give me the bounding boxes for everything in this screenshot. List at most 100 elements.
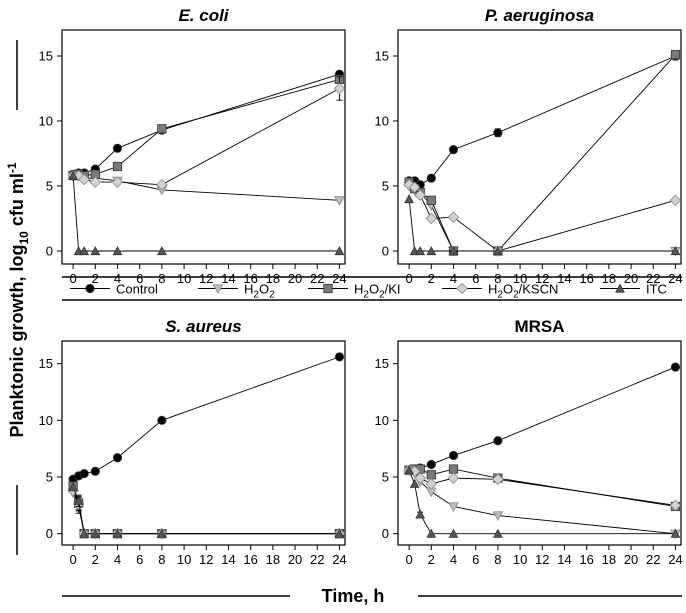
data-point bbox=[404, 465, 414, 475]
x-tick-label: 12 bbox=[535, 271, 549, 286]
data-point bbox=[670, 528, 681, 538]
data-point bbox=[112, 528, 123, 538]
x-tick-label: 6 bbox=[136, 271, 143, 286]
data-point bbox=[414, 189, 426, 201]
x-tick-label: 16 bbox=[579, 271, 593, 286]
data-point bbox=[78, 173, 90, 186]
data-point bbox=[448, 464, 459, 474]
data-point bbox=[404, 193, 414, 204]
legend-marker bbox=[323, 283, 333, 294]
series-diamond bbox=[67, 76, 346, 191]
data-point bbox=[415, 245, 426, 256]
x-tick-label: 24 bbox=[332, 552, 346, 567]
data-point bbox=[156, 178, 168, 191]
x-tick-label: 2 bbox=[92, 552, 99, 567]
data-point bbox=[333, 82, 346, 95]
series-line bbox=[72, 485, 340, 535]
y-tick-label: 0 bbox=[382, 244, 389, 259]
x-tick-label: 2 bbox=[428, 271, 435, 286]
x-tick-label: 18 bbox=[602, 552, 616, 567]
x-tick-label: 10 bbox=[177, 552, 191, 567]
x-tick-label: 8 bbox=[494, 552, 501, 567]
data-point bbox=[426, 195, 436, 205]
x-tick-label: 4 bbox=[114, 552, 121, 567]
series-line bbox=[408, 54, 676, 252]
data-point bbox=[79, 528, 90, 538]
y-axis-label: Planktonic growth, log10 cfu ml-1 bbox=[5, 162, 31, 437]
legend-label: Control bbox=[116, 282, 158, 297]
x-tick-label: 20 bbox=[288, 271, 302, 286]
y-tick-label: 5 bbox=[382, 470, 389, 485]
data-point bbox=[112, 161, 123, 172]
y-tick-label: 5 bbox=[46, 470, 53, 485]
data-point bbox=[493, 245, 503, 256]
x-axis-label-group: Time, h bbox=[62, 586, 682, 606]
x-tick-label: 14 bbox=[557, 552, 571, 567]
series-line bbox=[409, 55, 676, 186]
x-tick-label: 12 bbox=[199, 271, 213, 286]
x-tick-label: 0 bbox=[405, 552, 412, 567]
data-point bbox=[414, 472, 426, 484]
series-triangle-down bbox=[403, 181, 681, 257]
legend-label: ITC bbox=[646, 282, 667, 297]
series-line bbox=[409, 468, 676, 507]
x-tick-label: 22 bbox=[310, 271, 324, 286]
y-tick-label: 0 bbox=[46, 526, 53, 541]
data-point bbox=[492, 511, 504, 522]
legend-label: H2O2/KSCN bbox=[488, 282, 558, 301]
data-point bbox=[670, 50, 681, 60]
data-point bbox=[90, 528, 101, 538]
data-point bbox=[334, 528, 345, 538]
data-point bbox=[426, 528, 437, 538]
data-point bbox=[426, 245, 437, 256]
series-circle bbox=[404, 362, 681, 475]
data-point bbox=[79, 468, 89, 479]
data-point bbox=[409, 478, 420, 488]
data-point bbox=[89, 176, 102, 188]
y-tick-label: 15 bbox=[39, 356, 53, 371]
data-point bbox=[90, 466, 100, 476]
x-tick-label: 2 bbox=[92, 271, 99, 286]
data-point bbox=[670, 362, 681, 372]
data-point bbox=[493, 436, 503, 446]
y-tick-label: 15 bbox=[375, 49, 389, 64]
x-tick-label: 22 bbox=[646, 552, 660, 567]
data-point bbox=[447, 472, 460, 484]
data-point bbox=[426, 470, 436, 480]
data-point bbox=[425, 478, 438, 490]
legend-entry-h2o2ki: H2O2/KI bbox=[308, 282, 401, 301]
panel-title: S. aureus bbox=[165, 317, 242, 336]
legend-label: H2O2/KI bbox=[354, 282, 401, 301]
data-point bbox=[90, 245, 101, 256]
x-tick-label: 16 bbox=[579, 552, 593, 567]
x-tick-label: 14 bbox=[221, 552, 235, 567]
x-tick-label: 4 bbox=[450, 552, 457, 567]
series-square bbox=[68, 74, 345, 181]
y-tick-label: 10 bbox=[39, 413, 53, 428]
x-tick-label: 10 bbox=[513, 271, 527, 286]
data-point bbox=[334, 352, 345, 362]
series-square bbox=[404, 50, 681, 256]
series-triangle-up bbox=[404, 193, 681, 256]
y-tick-label: 5 bbox=[382, 179, 389, 194]
legend-entry-h2o2kscn: H2O2/KSCN bbox=[442, 282, 558, 301]
data-point bbox=[73, 495, 84, 505]
series-square bbox=[68, 481, 345, 539]
data-point bbox=[112, 453, 123, 463]
x-tick-label: 2 bbox=[428, 552, 435, 567]
legend-entry-h2o2: H2O2 bbox=[198, 282, 275, 301]
series-triangle-up bbox=[404, 465, 681, 538]
y-tick-label: 10 bbox=[39, 114, 53, 129]
y-tick-label: 15 bbox=[375, 356, 389, 371]
legend-entry-itc: ITC bbox=[600, 282, 667, 297]
x-tick-label: 8 bbox=[158, 552, 165, 567]
x-tick-label: 18 bbox=[266, 552, 280, 567]
x-tick-label: 18 bbox=[266, 271, 280, 286]
x-tick-label: 8 bbox=[158, 271, 165, 286]
data-point bbox=[112, 245, 123, 256]
data-point bbox=[493, 128, 503, 138]
